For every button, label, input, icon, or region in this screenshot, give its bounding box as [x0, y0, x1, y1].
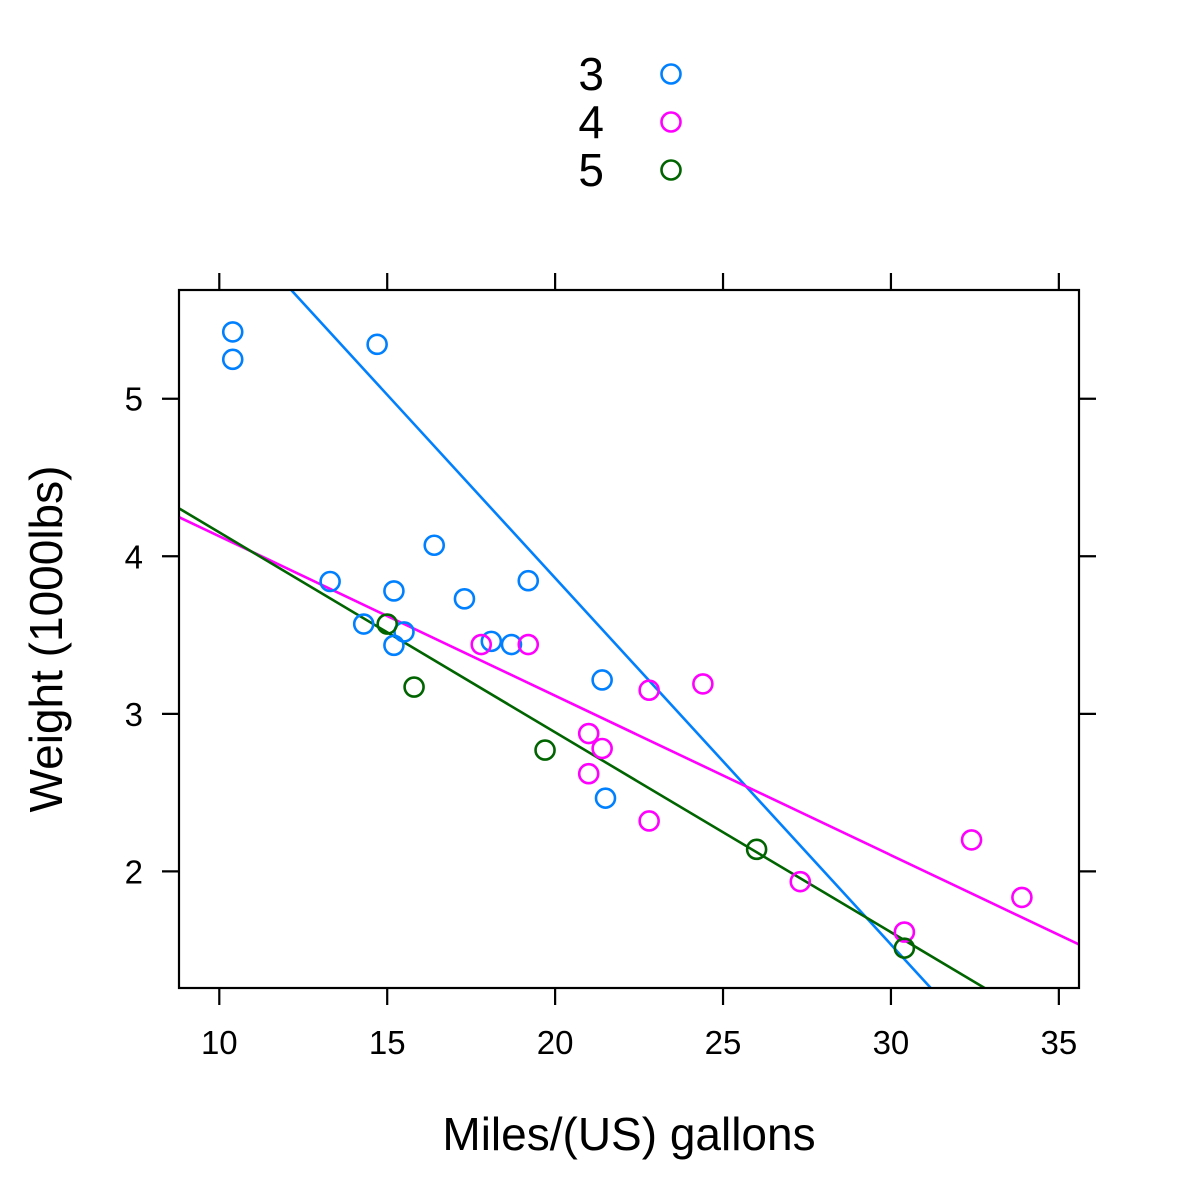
data-point-gear-4 — [470, 633, 493, 656]
data-point-gear-3 — [423, 534, 446, 557]
data-point-gear-4 — [789, 870, 812, 893]
legend-label-gear-3: 3 — [578, 48, 604, 100]
data-point-gear-3 — [594, 787, 617, 809]
fit-line-gear-4 — [179, 515, 1079, 946]
data-point-gear-5 — [745, 838, 768, 861]
x-tick-label: 15 — [369, 1024, 406, 1061]
data-point-gear-3 — [383, 580, 405, 602]
data-point-gear-4 — [960, 829, 983, 851]
data-point-gear-4 — [1011, 886, 1033, 909]
axis-ticks: 10 15 20 25 30 35 2 3 4 5 — [125, 273, 1096, 1061]
plot-panel-border — [177, 288, 1081, 990]
y-tick-label: 5 — [125, 381, 143, 418]
fit-line-gear-5 — [179, 507, 988, 988]
fit-line-gear-3 — [289, 290, 933, 988]
data-point-gear-4 — [638, 810, 660, 832]
data-point-gear-5 — [534, 739, 556, 761]
y-tick-label: 2 — [125, 853, 143, 890]
data-point-gear-4 — [692, 673, 714, 695]
data-point-gear-3 — [453, 588, 476, 610]
data-point-gear-3 — [500, 633, 523, 656]
y-tick-label: 3 — [125, 696, 143, 733]
regression-lines — [179, 290, 1079, 988]
data-point-gear-5 — [376, 613, 399, 635]
x-tick-label: 25 — [705, 1024, 742, 1061]
data-point-gear-3 — [221, 348, 244, 371]
data-points — [221, 321, 1033, 959]
data-point-gear-3 — [591, 669, 613, 691]
data-point-gear-3 — [383, 634, 405, 657]
x-axis-label: Miles/(US) gallons — [442, 1108, 815, 1160]
legend-marker-gear-5 — [660, 159, 682, 181]
data-point-gear-4 — [591, 737, 613, 760]
y-axis-label: Weight (1000lbs) — [20, 466, 72, 813]
x-tick-label: 10 — [201, 1024, 238, 1061]
data-point-gear-3 — [352, 613, 375, 635]
x-tick-label: 35 — [1040, 1024, 1077, 1061]
data-point-gear-4 — [638, 679, 660, 702]
x-tick-label: 30 — [873, 1024, 910, 1061]
data-point-gear-4 — [577, 722, 600, 745]
data-point-gear-3 — [517, 569, 540, 592]
legend-label-gear-5: 5 — [578, 144, 604, 196]
data-point-gear-4 — [577, 762, 600, 785]
data-point-gear-3 — [366, 333, 388, 356]
data-point-gear-5 — [403, 676, 425, 698]
legend-label-gear-4: 4 — [578, 96, 604, 148]
data-point-gear-4 — [517, 633, 540, 656]
x-tick-label: 20 — [537, 1024, 574, 1061]
data-point-gear-4 — [893, 921, 916, 943]
data-point-gear-5 — [893, 937, 916, 959]
y-tick-label: 4 — [125, 538, 143, 575]
legend-marker-gear-3 — [660, 63, 682, 85]
legend-marker-gear-4 — [660, 111, 682, 133]
data-point-gear-3 — [221, 321, 244, 343]
data-point-gear-3 — [480, 630, 503, 653]
data-point-gear-3 — [319, 570, 341, 593]
legend: 345 — [578, 48, 682, 196]
